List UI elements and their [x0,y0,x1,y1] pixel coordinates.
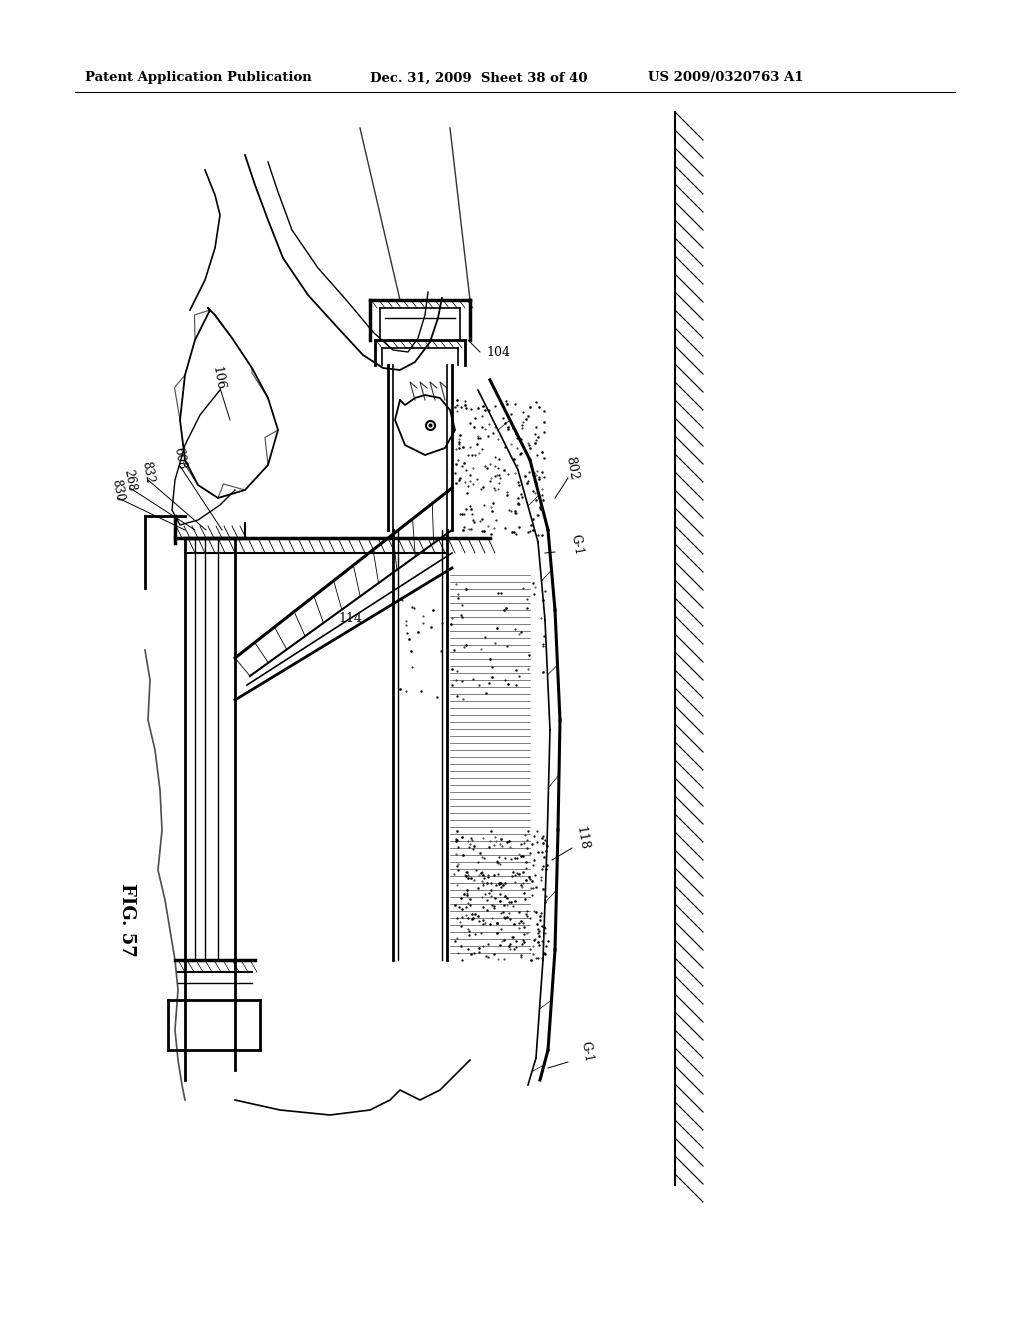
Text: G-1: G-1 [578,1040,595,1064]
Text: 104: 104 [486,346,510,359]
Text: 830: 830 [110,478,126,502]
Text: 832: 832 [139,459,157,484]
Text: 118: 118 [573,825,591,851]
Text: 114: 114 [338,611,362,624]
Text: 802: 802 [563,455,581,480]
Text: 608: 608 [172,446,188,470]
Text: Patent Application Publication: Patent Application Publication [85,71,311,84]
Text: US 2009/0320763 A1: US 2009/0320763 A1 [648,71,804,84]
Text: FIG. 57: FIG. 57 [118,883,136,957]
Text: 268: 268 [122,467,138,492]
Text: G-1: G-1 [568,533,585,557]
Text: 106: 106 [210,366,226,391]
Text: Dec. 31, 2009  Sheet 38 of 40: Dec. 31, 2009 Sheet 38 of 40 [370,71,588,84]
